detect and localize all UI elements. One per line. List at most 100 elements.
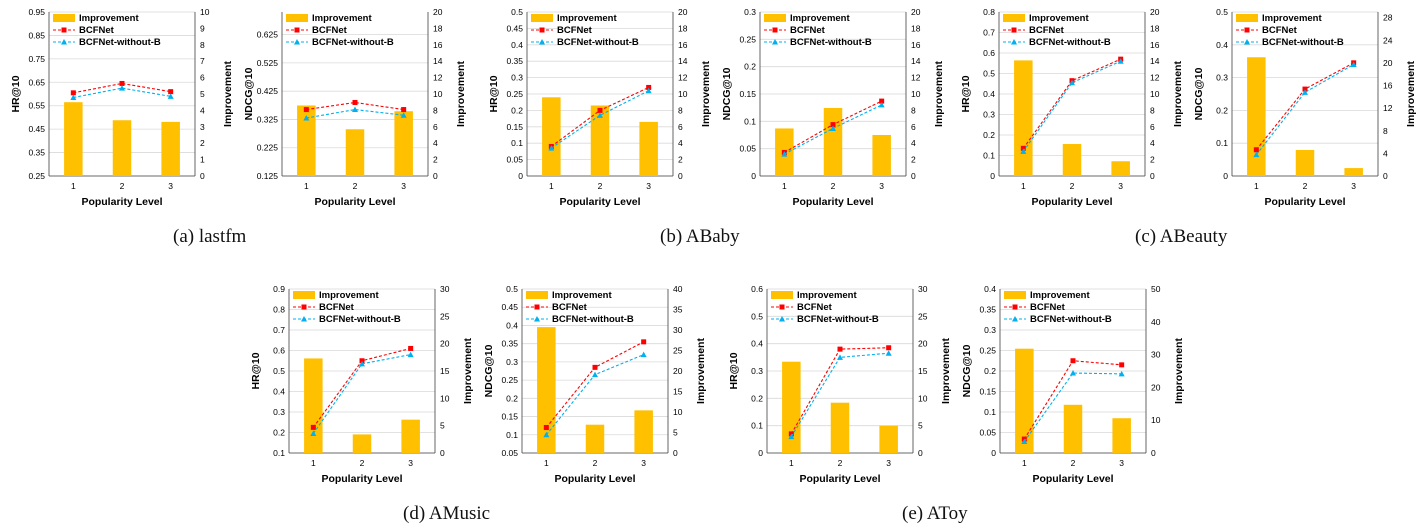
bcfnet-without-b-point xyxy=(1021,438,1028,445)
chart-e-hr-at-10: 0 0.1 0.2 0.3 0.4 0.5 0.6 0 5 10 15 20 25 30 1 2 3 Improv… xyxy=(728,284,952,485)
improvement-bar xyxy=(1247,57,1266,176)
y2-tick-label: 0 xyxy=(440,448,445,458)
y2-tick-label: 2 xyxy=(200,138,205,148)
legend-improvement-label: Improvement xyxy=(1030,290,1090,301)
legend-bcfnet-label: BCFNet xyxy=(312,25,348,36)
legend-without-b-marker xyxy=(772,39,778,45)
y2-tick-label: 16 xyxy=(1150,40,1160,50)
y-tick-label: 0 xyxy=(990,171,995,181)
y-tick-label: 0.5 xyxy=(506,284,518,294)
y2-tick-label: 12 xyxy=(433,73,443,83)
y-tick-label: 0.3 xyxy=(751,366,763,376)
y-axis-title: NDCG@10 xyxy=(483,344,495,397)
improvement-bar xyxy=(1063,404,1083,453)
y2-tick-label: 10 xyxy=(1150,89,1160,99)
bcfnet-point xyxy=(1253,147,1259,153)
x-axis-title: Popularity Level xyxy=(554,473,635,485)
bcfnet-without-b-point xyxy=(837,354,843,360)
y2-tick-label: 14 xyxy=(433,56,443,66)
caption-b: (b) ABaby xyxy=(660,226,740,247)
caption-d: (d) AMusic xyxy=(403,503,491,524)
bcfnet-without-b-line xyxy=(1255,64,1354,156)
legend-without-b-marker xyxy=(1012,316,1018,322)
x-axis-title: Popularity Level xyxy=(1032,473,1113,485)
improvement-bar xyxy=(1014,60,1033,176)
y-tick-label: 0.125 xyxy=(257,171,279,181)
y-tick-label: 0.2 xyxy=(744,62,756,72)
bcfnet-point xyxy=(886,345,892,351)
legend-bcfnet-label: BCFNet xyxy=(79,25,115,36)
y-tick-label: 0.15 xyxy=(501,412,518,422)
y-tick-label: 0.05 xyxy=(506,155,523,165)
legend-bcfnet-marker xyxy=(772,27,778,33)
y-tick-label: 0.3 xyxy=(744,7,756,17)
y-tick-label: 0.2 xyxy=(1216,105,1228,115)
y2-tick-label: 18 xyxy=(433,23,443,33)
y-tick-label: 0.7 xyxy=(983,28,995,38)
bcfnet-without-b-point xyxy=(359,360,365,367)
y2-tick-label: 10 xyxy=(1151,415,1161,425)
y-tick-label: 0.45 xyxy=(501,302,518,312)
y2-tick-label: 4 xyxy=(678,138,683,148)
x-tick-label: 1 xyxy=(304,181,309,191)
improvement-bar xyxy=(830,402,850,453)
y2-tick-label: 25 xyxy=(440,311,450,321)
improvement-bar xyxy=(872,135,891,176)
x-axis-title: Popularity Level xyxy=(792,196,873,208)
y2-tick-label: 14 xyxy=(1150,56,1160,66)
y-tick-label: 0.2 xyxy=(984,366,996,376)
y-tick-label: 0.6 xyxy=(273,346,285,356)
y-tick-label: 0.3 xyxy=(273,407,285,417)
y2-tick-label: 12 xyxy=(1383,103,1393,113)
y-tick-label: 0.2 xyxy=(511,105,523,115)
y2-tick-label: 0 xyxy=(1151,448,1156,458)
y-tick-label: 0.15 xyxy=(979,387,996,397)
bcfnet-without-b-point xyxy=(548,145,555,151)
y-tick-label: 0.1 xyxy=(983,151,995,161)
bcfnet-point xyxy=(401,107,407,113)
y2-tick-label: 15 xyxy=(673,387,683,397)
y-axis-title: NDCG@10 xyxy=(961,344,973,397)
bcfnet-point xyxy=(1119,362,1125,368)
improvement-bar xyxy=(345,129,365,176)
legend-improvement-swatch xyxy=(771,291,793,299)
y2-tick-label: 10 xyxy=(200,7,210,17)
y-tick-label: 0.5 xyxy=(273,366,285,376)
improvement-bar xyxy=(297,105,316,176)
bcfnet-without-b-line xyxy=(73,87,171,99)
bcfnet-without-b-point xyxy=(310,430,317,437)
y2-tick-label: 18 xyxy=(678,23,688,33)
x-axis-title: Popularity Level xyxy=(1264,196,1345,208)
y2-tick-label: 6 xyxy=(200,73,205,83)
x-tick-label: 2 xyxy=(1071,458,1076,468)
legend-bcfnet-label: BCFNet xyxy=(797,302,833,313)
y2-tick-label: 12 xyxy=(1150,73,1160,83)
y2-tick-label: 2 xyxy=(911,155,916,165)
y2-tick-label: 1 xyxy=(200,155,205,165)
bcfnet-without-b-point xyxy=(788,433,795,440)
y-tick-label: 0.3 xyxy=(511,73,523,83)
y2-tick-label: 5 xyxy=(673,428,678,438)
y-tick-label: 0.15 xyxy=(506,122,523,132)
y2-tick-label: 28 xyxy=(1383,13,1393,23)
bcfnet-point xyxy=(119,80,125,86)
y-tick-label: 0.325 xyxy=(257,114,279,124)
y-tick-label: 0.1 xyxy=(506,430,518,440)
bcfnet-without-b-point xyxy=(543,431,550,438)
y2-axis-title: Improvement xyxy=(933,61,945,127)
y2-tick-label: 7 xyxy=(200,56,205,66)
chart-b-ndcg-at-10: 00.050.10.150.20.250.3024681012141618201… xyxy=(721,7,945,208)
bcfnet-without-b-line xyxy=(306,108,404,119)
bcfnet-line xyxy=(306,101,404,111)
legend-bcfnet-marker xyxy=(1011,27,1017,33)
legend-without-b-marker xyxy=(1244,39,1250,45)
x-tick-label: 1 xyxy=(544,458,549,468)
y2-axis-title: Improvement xyxy=(695,338,707,404)
y-tick-label: 0.45 xyxy=(28,124,45,134)
bcfnet-without-b-line xyxy=(1022,60,1121,152)
y2-axis-title: Improvement xyxy=(1173,338,1185,404)
y2-tick-label: 10 xyxy=(440,393,450,403)
y2-tick-label: 30 xyxy=(673,325,683,335)
y2-axis-title: Improvement xyxy=(1405,61,1417,127)
y2-tick-label: 25 xyxy=(673,346,683,356)
